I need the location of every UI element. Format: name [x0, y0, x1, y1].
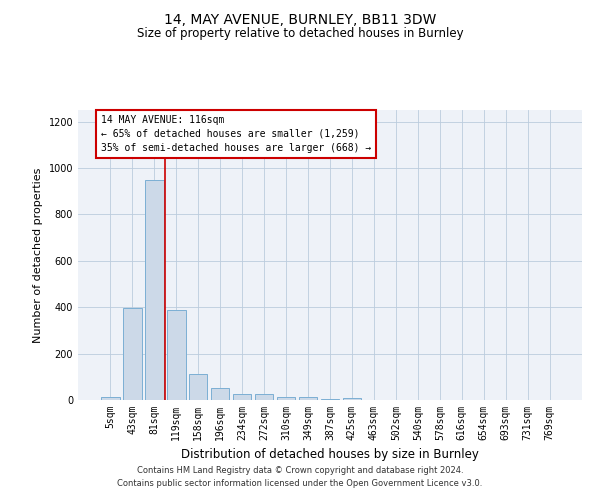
- Bar: [189, 374, 208, 400]
- Bar: [211, 388, 229, 400]
- Bar: [277, 396, 295, 400]
- Bar: [299, 396, 317, 400]
- Bar: [167, 310, 185, 400]
- Bar: [145, 180, 164, 400]
- Text: 14 MAY AVENUE: 116sqm
← 65% of detached houses are smaller (1,259)
35% of semi-d: 14 MAY AVENUE: 116sqm ← 65% of detached …: [101, 114, 371, 152]
- Bar: [255, 394, 274, 400]
- Bar: [320, 399, 340, 400]
- Bar: [123, 308, 142, 400]
- Bar: [233, 394, 251, 400]
- Text: 14, MAY AVENUE, BURNLEY, BB11 3DW: 14, MAY AVENUE, BURNLEY, BB11 3DW: [164, 12, 436, 26]
- Bar: [101, 396, 119, 400]
- Bar: [343, 398, 361, 400]
- X-axis label: Distribution of detached houses by size in Burnley: Distribution of detached houses by size …: [181, 448, 479, 462]
- Y-axis label: Number of detached properties: Number of detached properties: [33, 168, 43, 342]
- Text: Size of property relative to detached houses in Burnley: Size of property relative to detached ho…: [137, 28, 463, 40]
- Text: Contains HM Land Registry data © Crown copyright and database right 2024.
Contai: Contains HM Land Registry data © Crown c…: [118, 466, 482, 487]
